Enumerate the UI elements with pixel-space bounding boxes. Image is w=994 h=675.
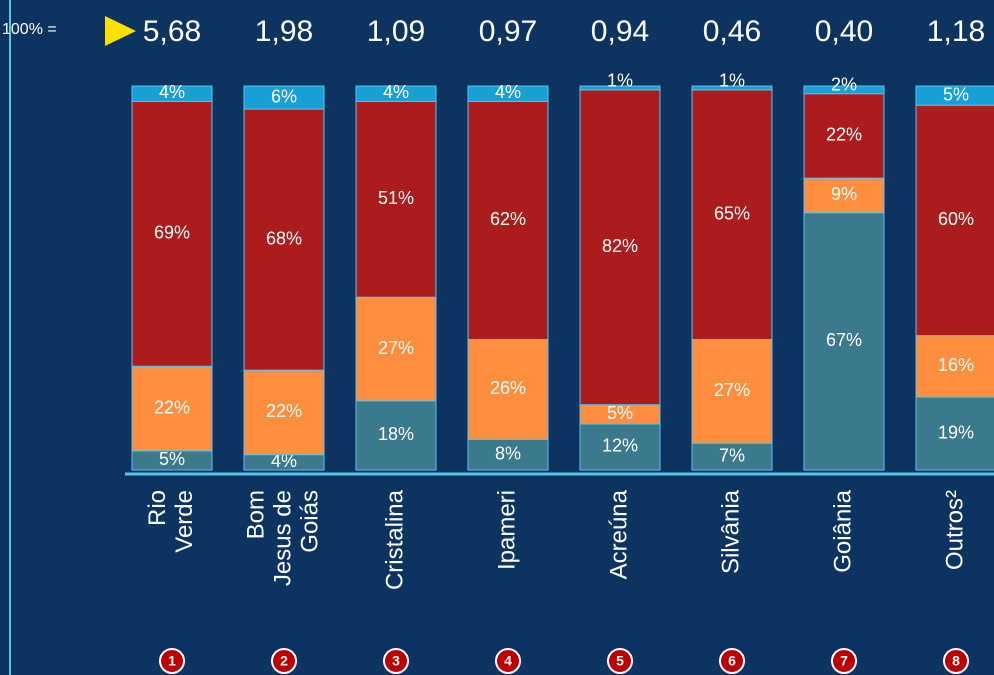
segment-label: 22% bbox=[266, 401, 302, 421]
bar-segment bbox=[243, 369, 325, 456]
bar-segment bbox=[915, 335, 994, 398]
bar-segment bbox=[131, 100, 213, 367]
total-label: 1,09 bbox=[367, 15, 425, 48]
segment-label: 4% bbox=[495, 82, 521, 102]
bar-segment bbox=[355, 85, 437, 102]
bar-segment bbox=[131, 365, 213, 452]
segment-label: 22% bbox=[826, 125, 862, 145]
category-label: Rio bbox=[144, 490, 171, 526]
marker-circle bbox=[159, 648, 185, 674]
segment-label: 60% bbox=[938, 209, 974, 229]
segment-label: 22% bbox=[154, 397, 190, 417]
segment-label: 5% bbox=[159, 449, 185, 469]
marker-number: 7 bbox=[840, 653, 848, 669]
bar-segment bbox=[579, 423, 661, 471]
category-label: Bom bbox=[242, 490, 269, 539]
segment-label: 27% bbox=[378, 338, 414, 358]
category-label: Cristalina bbox=[381, 489, 408, 590]
category-label: Jesus de bbox=[269, 490, 296, 586]
category-label: Goiânia bbox=[829, 489, 856, 572]
marker-number: 3 bbox=[392, 653, 400, 669]
segment-label: 18% bbox=[378, 424, 414, 444]
bar-segment bbox=[243, 85, 325, 110]
marker-circle bbox=[943, 648, 969, 674]
marker-circle bbox=[831, 648, 857, 674]
segment-label: 16% bbox=[938, 355, 974, 375]
marker-number: 2 bbox=[280, 653, 288, 669]
category-label: Goiás bbox=[296, 490, 323, 553]
total-label: 1,98 bbox=[255, 15, 313, 48]
bar-segment bbox=[803, 93, 885, 179]
segment-label: 19% bbox=[938, 422, 974, 442]
segment-label: 6% bbox=[271, 86, 297, 106]
segment-label: 5% bbox=[943, 84, 969, 104]
segment-label: 27% bbox=[714, 380, 750, 400]
total-label: 5,68 bbox=[143, 15, 201, 48]
segment-label: 4% bbox=[383, 82, 409, 102]
marker-number: 5 bbox=[616, 653, 624, 669]
bar-segment bbox=[691, 442, 773, 471]
segment-label: 1% bbox=[607, 71, 633, 91]
pointer-triangle bbox=[105, 16, 136, 46]
marker-circle bbox=[495, 648, 521, 674]
bar-segment bbox=[691, 338, 773, 444]
bar-segment bbox=[131, 85, 213, 102]
bar-segment bbox=[355, 100, 437, 298]
bar-segment bbox=[467, 85, 549, 102]
bar-segment bbox=[579, 89, 661, 406]
segment-label: 2% bbox=[831, 74, 857, 94]
bar-segment bbox=[915, 85, 994, 106]
total-label: 1,18 bbox=[927, 15, 985, 48]
bar-segment bbox=[803, 85, 885, 95]
bar-segment bbox=[579, 85, 661, 91]
segment-label: 26% bbox=[490, 378, 526, 398]
total-label: 0,97 bbox=[479, 15, 537, 48]
segment-label: 1% bbox=[719, 71, 745, 91]
total-label: 0,94 bbox=[591, 15, 649, 48]
category-label: Silvânia bbox=[717, 489, 744, 574]
segment-label: 4% bbox=[271, 451, 297, 471]
category-label: Acreúna bbox=[605, 489, 632, 579]
bar-segment bbox=[915, 104, 994, 337]
bar-segment bbox=[467, 438, 549, 471]
marker-number: 1 bbox=[168, 653, 176, 669]
segment-label: 9% bbox=[831, 184, 857, 204]
segment-label: 69% bbox=[154, 223, 190, 243]
total-label: 0,40 bbox=[815, 15, 873, 48]
segment-label: 8% bbox=[495, 443, 521, 463]
bar-segment bbox=[803, 212, 885, 471]
bar-segment bbox=[691, 89, 773, 340]
marker-number: 8 bbox=[952, 653, 960, 669]
bar-segment bbox=[691, 85, 773, 91]
category-label: Outros² bbox=[941, 490, 968, 570]
segment-label: 68% bbox=[266, 228, 302, 248]
segment-label: 62% bbox=[490, 209, 526, 229]
marker-circle bbox=[271, 648, 297, 674]
segment-label: 51% bbox=[378, 188, 414, 208]
marker-circle bbox=[383, 648, 409, 674]
segment-label: 82% bbox=[602, 236, 638, 256]
marker-number: 4 bbox=[504, 653, 512, 669]
bar-segment bbox=[243, 108, 325, 371]
marker-circle bbox=[719, 648, 745, 674]
total-prefix: 100% = bbox=[2, 21, 57, 38]
segment-label: 5% bbox=[607, 403, 633, 423]
marker-number: 6 bbox=[728, 653, 736, 669]
category-label: Ipameri bbox=[493, 490, 520, 570]
segment-label: 67% bbox=[826, 330, 862, 350]
marker-circle bbox=[607, 648, 633, 674]
segment-label: 4% bbox=[159, 82, 185, 102]
segment-label: 12% bbox=[602, 436, 638, 456]
total-label: 0,46 bbox=[703, 15, 761, 48]
segment-label: 7% bbox=[719, 445, 745, 465]
bar-segment bbox=[915, 396, 994, 471]
bar-segment bbox=[355, 296, 437, 402]
segment-label: 65% bbox=[714, 203, 750, 223]
category-label: Verde bbox=[171, 490, 198, 553]
